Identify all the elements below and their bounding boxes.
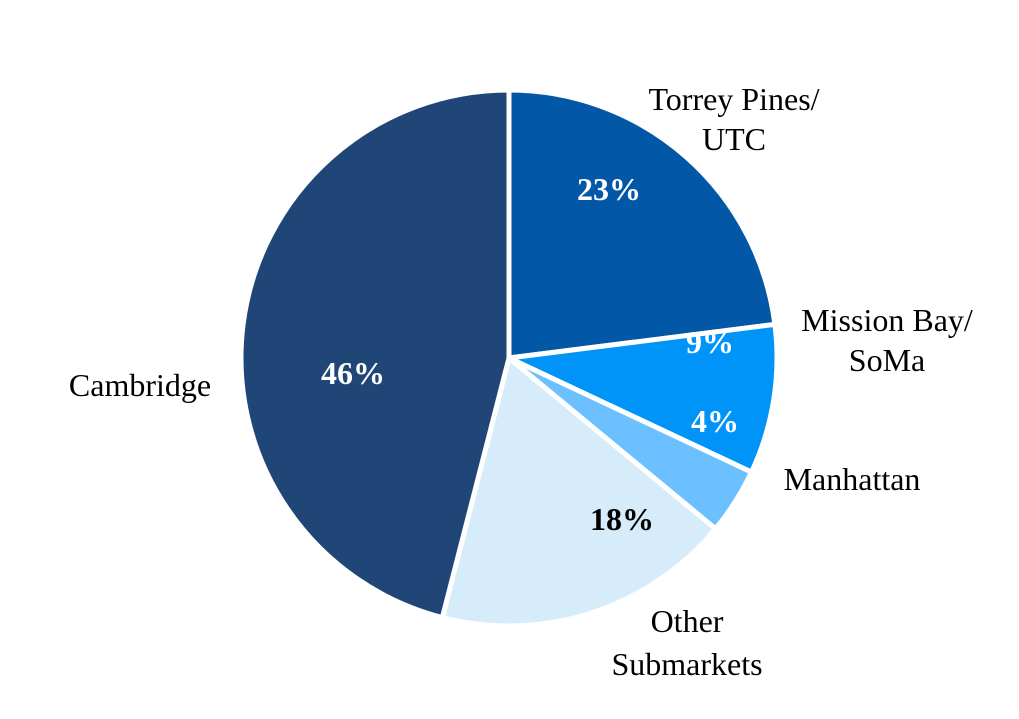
category-label-cambridge: Cambridge [69,367,211,403]
percent-label-manhattan: 4% [691,403,739,439]
category-label-torrey-pines-utc: Torrey Pines/UTC [648,81,819,157]
percent-label-other-submarkets: 18% [590,501,654,537]
category-label-other-submarkets: Other Submarkets [611,603,762,682]
pie-slices [238,87,780,629]
category-label-line: Other [651,603,724,639]
slice-torrey-pines-utc [506,87,778,361]
slice-other-submarkets [439,353,720,629]
category-label-line: SoMa [849,342,925,378]
category-label-mission-bay-soma: Mission Bay/SoMa [801,302,973,378]
category-label-line: Mission Bay/ [801,302,973,338]
category-label-line: Manhattan [784,461,921,497]
category-label-line: Cambridge [69,367,211,403]
category-label-line: Submarkets [611,646,762,682]
slice-mission-bay-soma [500,321,780,476]
slice-cambridge [238,87,512,621]
category-label-manhattan: Manhattan [784,461,921,497]
percent-labels: 23% 9% 4% 18% 46% [321,171,739,537]
percent-label-torrey-pines-utc: 23% [577,171,641,207]
percent-label-cambridge: 46% [321,355,385,391]
category-label-line: Torrey Pines/ [648,81,819,117]
category-labels: Torrey Pines/UTC Mission Bay/SoMa Manhatta… [69,81,973,682]
category-label-line: UTC [702,121,766,157]
percent-label-mission-bay-soma: 9% [686,324,734,360]
